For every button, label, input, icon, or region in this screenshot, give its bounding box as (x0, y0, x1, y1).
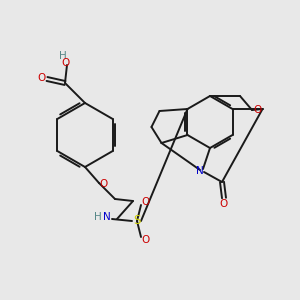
Text: O: O (38, 73, 46, 83)
Text: H: H (94, 212, 102, 222)
Text: H: H (59, 51, 67, 61)
Text: O: O (220, 199, 228, 209)
Text: O: O (254, 105, 262, 115)
Text: O: O (100, 179, 108, 189)
Text: N: N (103, 212, 111, 222)
Text: S: S (133, 214, 141, 227)
Text: N: N (196, 166, 204, 176)
Text: O: O (142, 235, 150, 245)
Text: O: O (142, 197, 150, 207)
Text: O: O (62, 58, 70, 68)
